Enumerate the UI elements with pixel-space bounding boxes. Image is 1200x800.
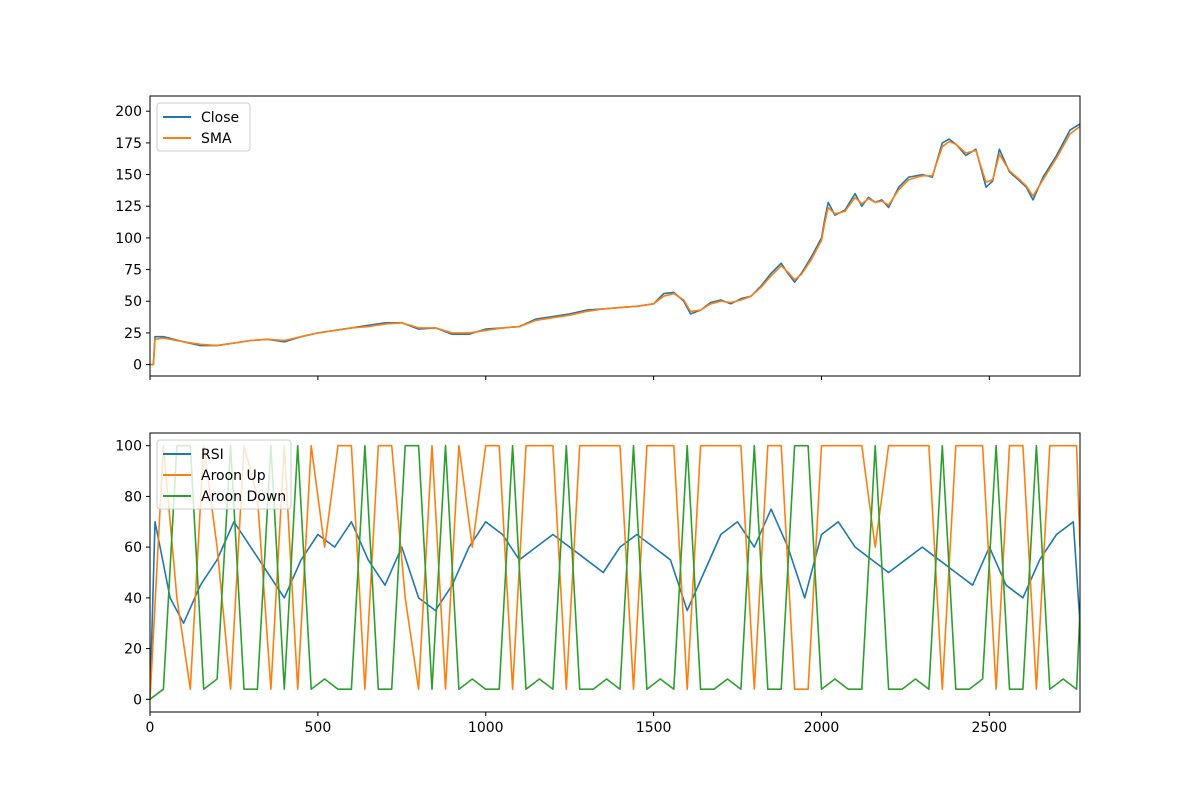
price-plot-area <box>150 123 1080 366</box>
price-series-sma <box>150 125 1080 366</box>
indicator-y-ticks: 0 20 40 60 80 100 <box>115 439 150 708</box>
indicator-x-tick-label: 1000 <box>468 720 504 736</box>
indicator-plot-area <box>150 444 1080 700</box>
price-y-tick-label: 25 <box>124 326 142 342</box>
indicator-panel: 0 20 40 60 80 100 0 500 1000 1500 2000 2500 RSI Aro… <box>115 432 1081 736</box>
indicator-y-tick-label: 0 <box>133 692 142 708</box>
indicator-axes-frame <box>149 432 1081 713</box>
indicator-legend: RSI Aroon Up Aroon Down <box>156 439 292 510</box>
price-y-tick-label: 50 <box>124 294 142 310</box>
indicator-x-tick-label: 500 <box>305 720 332 736</box>
indicator-series-aroon-up <box>150 444 1080 700</box>
indicator-x-tick-label: 2000 <box>804 720 840 736</box>
price-y-tick-label: 75 <box>124 263 142 279</box>
price-y-ticks: 0 25 50 75 100 125 150 175 200 <box>115 104 150 374</box>
price-y-tick-label: 125 <box>115 199 142 215</box>
indicator-x-tick-label: 1500 <box>636 720 672 736</box>
indicator-legend-label-aroon-up: Aroon Up <box>201 468 266 484</box>
indicator-y-tick-label: 20 <box>124 642 142 658</box>
indicator-series-aroon-down <box>150 444 1080 700</box>
indicator-legend-label-aroon-down: Aroon Down <box>201 489 286 505</box>
price-axes-frame <box>149 95 1081 377</box>
price-y-tick-label: 150 <box>115 168 142 184</box>
price-legend-label-sma: SMA <box>201 131 232 147</box>
indicator-y-tick-label: 80 <box>124 489 142 505</box>
indicator-x-tick-label: 2500 <box>972 720 1008 736</box>
indicator-legend-box <box>156 439 292 510</box>
price-legend: Close SMA <box>156 102 251 152</box>
price-series-close <box>150 123 1080 366</box>
price-x-ticks <box>149 376 990 380</box>
indicator-legend-label-rsi: RSI <box>201 447 224 463</box>
indicator-x-tick-label: 0 <box>146 720 155 736</box>
price-y-tick-label: 175 <box>115 136 142 152</box>
price-legend-label-close: Close <box>201 110 239 126</box>
indicator-y-tick-label: 100 <box>115 439 142 455</box>
price-y-tick-label: 200 <box>115 104 142 120</box>
price-y-tick-label: 0 <box>133 358 142 374</box>
price-panel: 0 25 50 75 100 125 150 175 200 Close SMA <box>115 95 1081 380</box>
price-y-tick-label: 100 <box>115 231 142 247</box>
indicator-x-ticks: 0 500 1000 1500 2000 2500 <box>146 712 1008 736</box>
indicator-y-tick-label: 40 <box>124 591 142 607</box>
indicator-y-tick-label: 60 <box>124 540 142 556</box>
